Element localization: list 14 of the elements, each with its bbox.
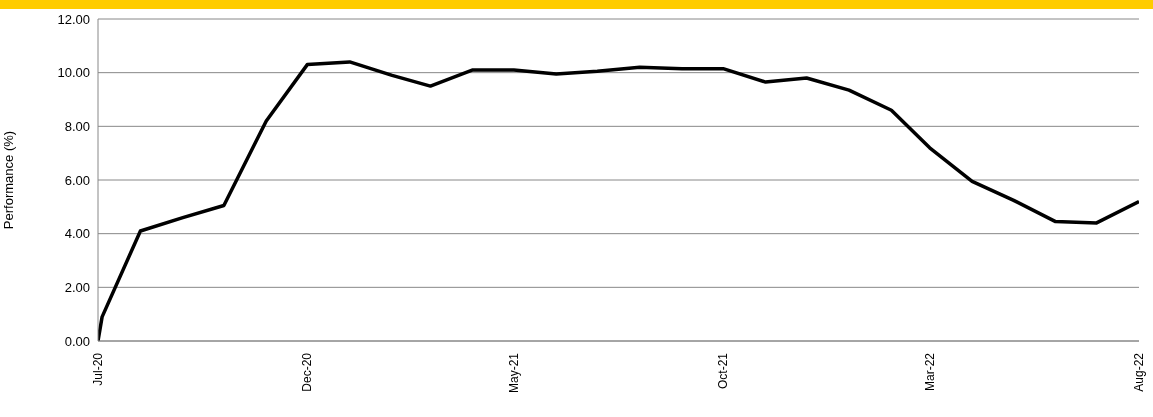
y-tick-label: 8.00 [64, 118, 90, 134]
y-tick-label: 10.00 [57, 65, 90, 81]
x-tick-label: Mar-22 [922, 352, 937, 392]
x-tick-label: Dec-20 [300, 352, 315, 392]
x-tick-label: Jul-20 [91, 352, 105, 386]
y-axis-title: Performance (%) [0, 130, 16, 230]
y-tick-label: 4.00 [64, 226, 90, 242]
y-tick-label: 0.00 [64, 333, 90, 349]
x-tick-label: Aug-22 [1132, 352, 1146, 392]
x-tick-label: May-21 [506, 352, 521, 394]
x-tick-label: Oct-21 [716, 352, 731, 390]
y-tick-label: 6.00 [64, 172, 90, 188]
y-tick-label: 12.00 [57, 11, 90, 27]
y-tick-label: 2.00 [64, 279, 90, 295]
